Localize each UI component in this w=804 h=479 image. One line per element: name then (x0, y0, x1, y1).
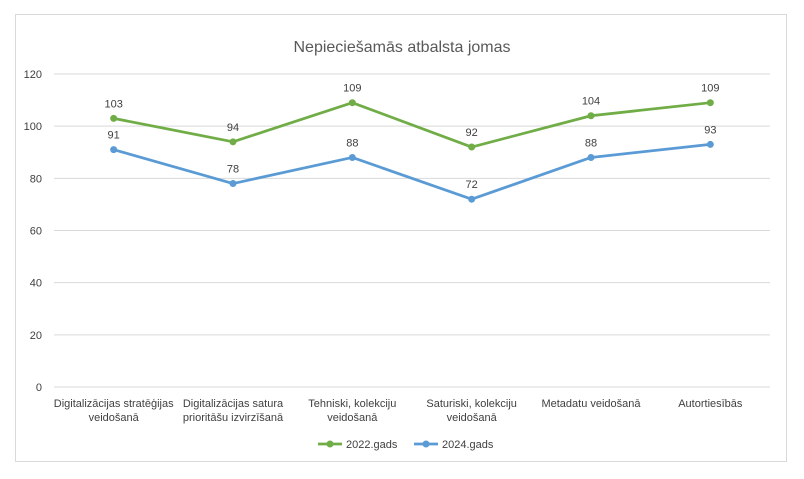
data-label: 109 (701, 83, 719, 95)
data-labels: 103 94 109 92 104 109 91 78 88 72 88 93 (104, 83, 719, 192)
legend-swatch-marker (326, 440, 334, 448)
x-category-label-line: prioritāšu izvirzīšanā (183, 412, 284, 424)
data-label: 103 (104, 98, 122, 110)
data-point (468, 143, 476, 151)
data-label: 109 (343, 83, 361, 95)
data-point (348, 99, 356, 107)
data-point (468, 195, 476, 203)
data-point (587, 112, 595, 120)
data-label: 78 (227, 164, 239, 176)
x-category-label-line: Tehniski, kolekciju (308, 398, 396, 410)
data-point (706, 99, 714, 107)
y-tick-label: 80 (30, 173, 42, 185)
x-category-label-line: veidošanā (447, 412, 498, 424)
x-category-label-line: Saturiski, kolekciju (426, 398, 516, 410)
x-category-label-line: Digitalizācijas satura (183, 398, 284, 410)
x-category-label: Metadatu veidošanā (541, 398, 641, 410)
series-line-0 (112, 101, 712, 149)
legend-label: 2022.gads (346, 439, 398, 451)
data-label: 93 (704, 124, 716, 136)
data-point (229, 180, 237, 188)
y-tick-label: 60 (30, 226, 42, 238)
legend-swatch-marker (422, 440, 430, 448)
x-category-label-line: Autortiesībās (678, 398, 743, 410)
data-point (229, 138, 237, 146)
data-point (587, 153, 595, 161)
x-axis-categories: Digitalizācijas stratēģijas veidošanāDigi… (54, 397, 743, 424)
series-lines (110, 99, 714, 203)
data-label: 88 (585, 137, 597, 149)
data-point (110, 146, 118, 154)
data-label: 91 (108, 130, 120, 142)
x-category-label-line: Metadatu veidošanā (541, 398, 641, 410)
data-point (348, 153, 356, 161)
x-category-label: Digitalizācijas stratēģijas veidošanā (54, 397, 174, 424)
data-label: 104 (582, 96, 600, 108)
data-point (110, 114, 118, 122)
x-category-label: Tehniski, kolekciju veidošanā (308, 398, 396, 424)
x-category-label: Digitalizācijas satura prioritāšu izvirzī… (183, 398, 284, 424)
x-category-label: Saturiski, kolekciju veidošanā (426, 398, 516, 424)
y-axis-ticks: 0 20 40 60 80 100 120 (24, 69, 42, 394)
data-label: 94 (227, 122, 239, 134)
y-tick-label: 100 (24, 121, 42, 133)
data-label: 72 (466, 179, 478, 191)
x-category-label: Autortiesībās (678, 398, 743, 410)
legend-label: 2024.gads (442, 439, 494, 451)
y-tick-label: 0 (36, 382, 42, 394)
series-line-1 (112, 143, 712, 201)
x-category-label-line: Digitalizācijas stratēģijas (54, 397, 174, 410)
y-tick-label: 20 (30, 330, 42, 342)
gridlines (54, 73, 770, 388)
y-tick-label: 120 (24, 69, 42, 81)
chart-title: Nepieciešamās atbalsta jomas (294, 39, 511, 56)
legend: 2022.gads 2024.gads (318, 439, 494, 451)
data-label: 92 (466, 127, 478, 139)
data-label: 88 (346, 137, 358, 149)
x-category-label-line: veidošanā (327, 412, 378, 424)
y-tick-label: 40 (30, 278, 42, 290)
x-category-label-line: veidošanā (89, 412, 140, 424)
data-point (706, 140, 714, 148)
